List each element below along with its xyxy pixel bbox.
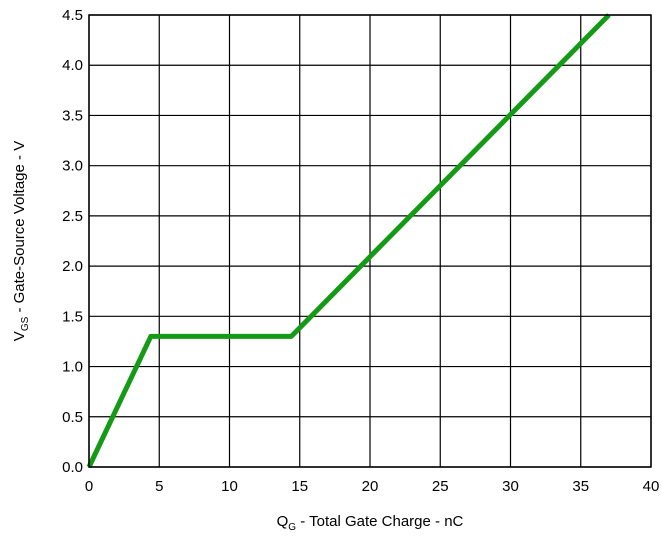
plot-frame: [88, 14, 652, 468]
x-tick-label: 40: [643, 478, 660, 495]
y-tick-label: 4.5: [62, 7, 83, 24]
y-tick-label: 4.0: [62, 57, 83, 74]
y-tick-label: 2.5: [62, 208, 83, 225]
y-tick-label: 3.5: [62, 107, 83, 124]
x-tick-label: 0: [85, 478, 93, 495]
x-tick-label: 10: [221, 478, 238, 495]
y-tick-label: 1.0: [62, 359, 83, 376]
x-tick-label: 35: [572, 478, 589, 495]
y-tick-label: 3.0: [62, 158, 83, 175]
y-tick-label: 0.0: [62, 459, 83, 476]
grid-lines: [88, 14, 652, 468]
y-tick-label: 0.5: [62, 409, 83, 426]
x-tick-label: 30: [502, 478, 519, 495]
x-tick-label: 15: [291, 478, 308, 495]
y-tick-label: 1.5: [62, 308, 83, 325]
x-axis-label: QG - Total Gate Charge - nC: [277, 513, 464, 533]
x-tick-label: 5: [155, 478, 163, 495]
x-tick-labels: 0 5 10 15 20 25 30 35 40: [85, 478, 660, 495]
x-tick-label: 25: [432, 478, 449, 495]
x-tick-label: 20: [362, 478, 379, 495]
y-tick-labels: 0.0 0.5 1.0 1.5 2.0 2.5 3.0 3.5 4.0 4.5: [62, 7, 83, 476]
y-tick-label: 2.0: [62, 258, 83, 275]
series-layer: [86, 13, 611, 469]
y-axis-label: VGS - Gate-Source Voltage - V: [11, 141, 31, 341]
series-line: [86, 13, 611, 469]
